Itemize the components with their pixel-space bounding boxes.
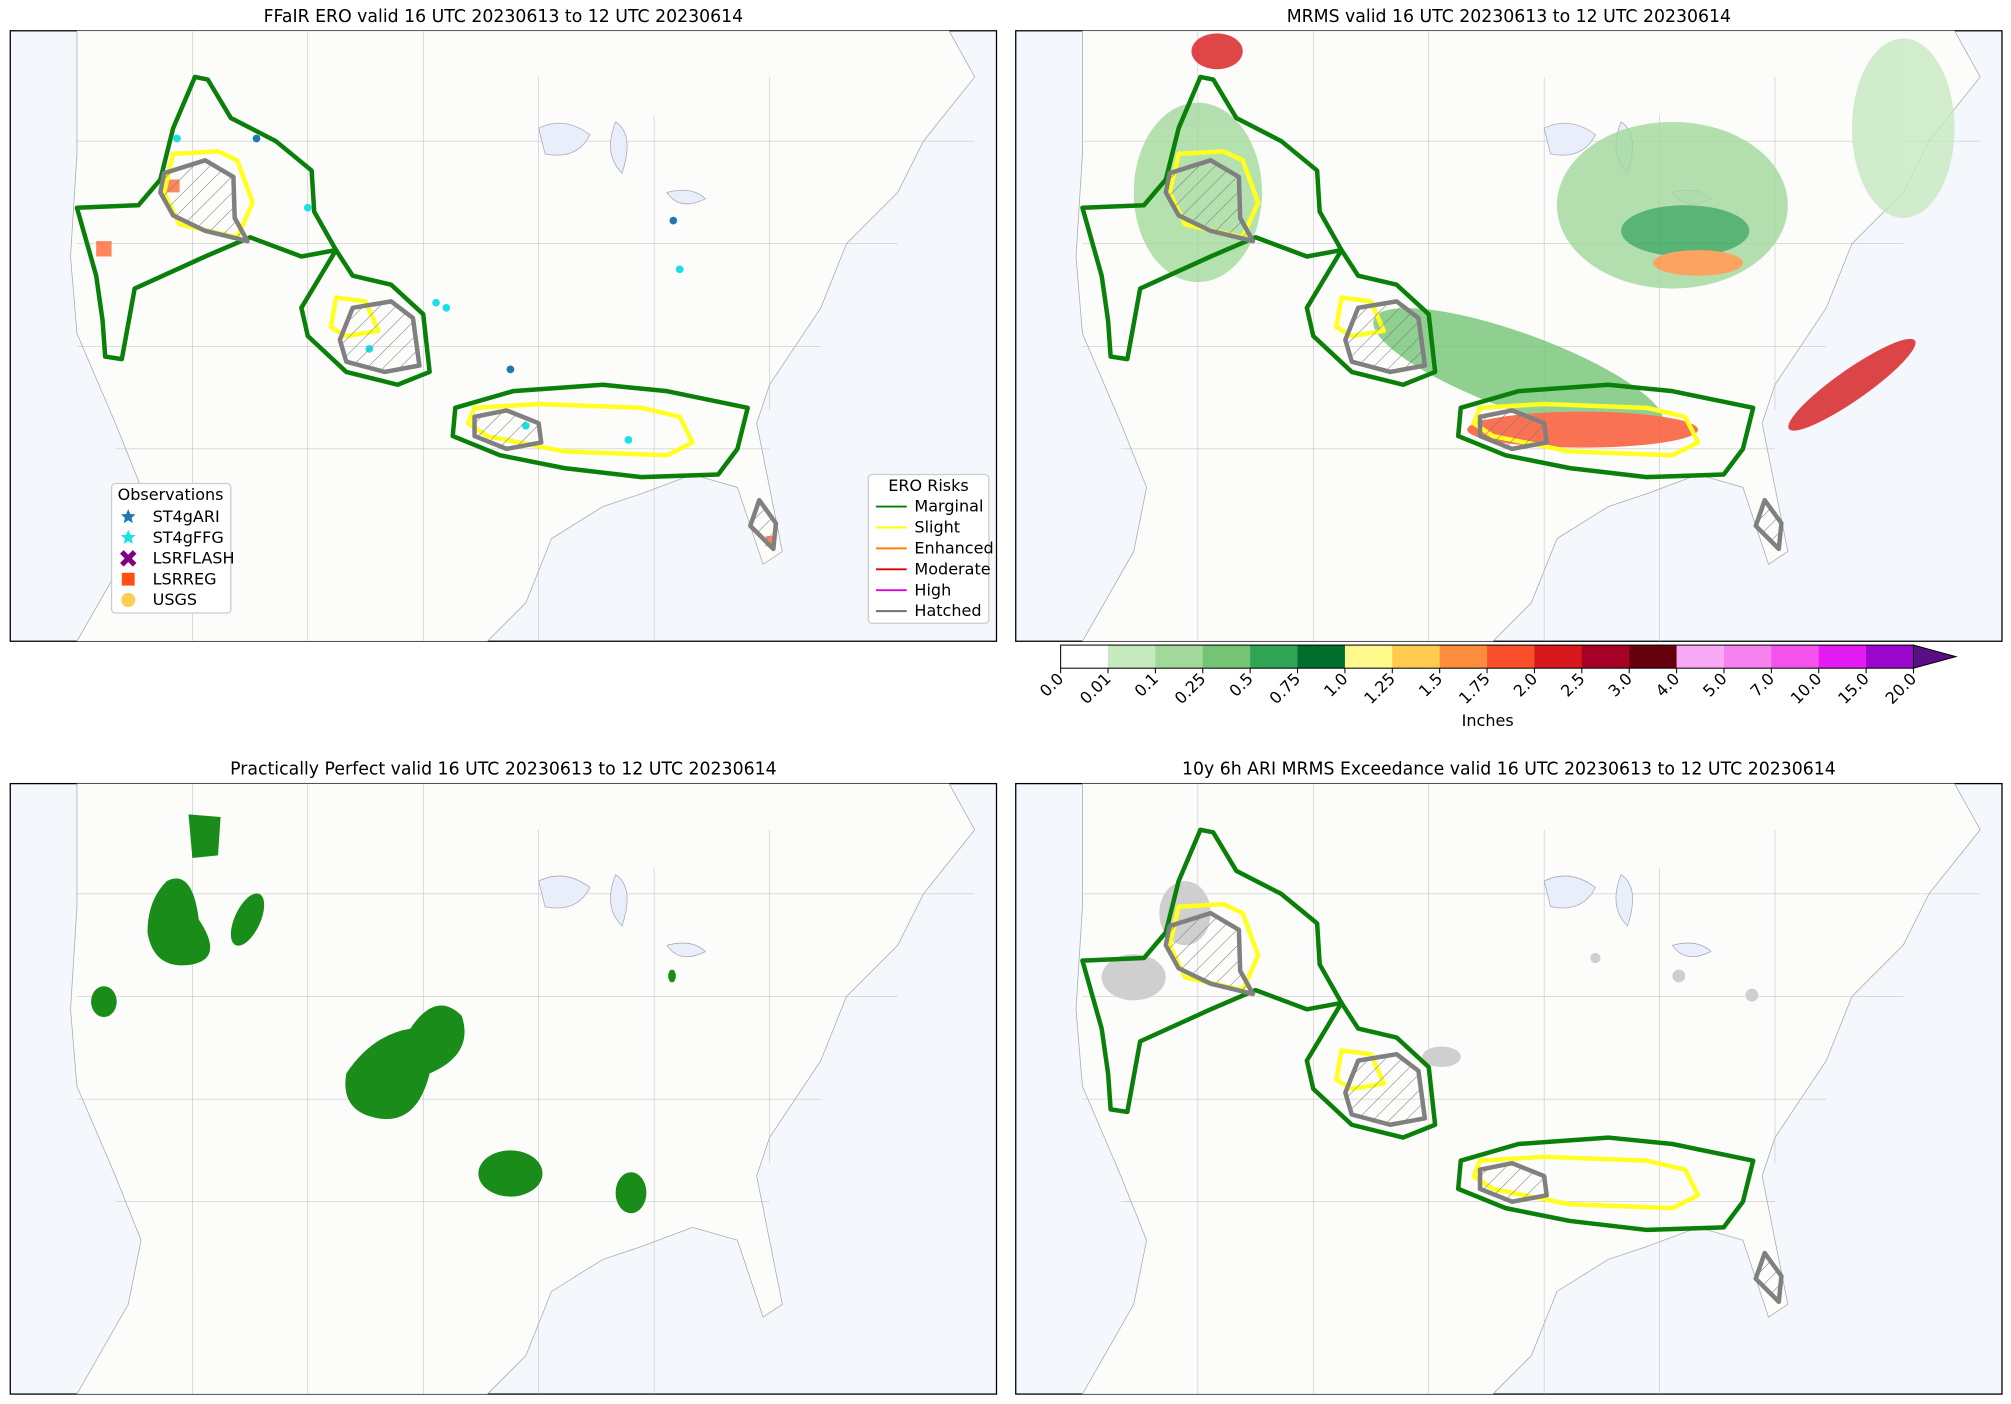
colorbar-label: Inches — [1462, 711, 1514, 730]
legend-marker — [121, 592, 136, 608]
observations-legend: Observations ST4gARI ST4gFFG LSRFLASHLSRRE… — [110, 482, 235, 614]
colorbar-segment — [1487, 645, 1535, 669]
colorbar-tick-label: 1.0 — [1320, 669, 1351, 700]
colorbar-tick-label: 0.5 — [1225, 669, 1256, 700]
colorbar-tick-label: 10.0 — [1787, 669, 1826, 708]
colorbar-segment — [1771, 645, 1820, 669]
colorbar-tick-label: 2.5 — [1557, 669, 1588, 700]
legend-label: LSRREG — [153, 569, 217, 588]
colorbar-tick-label: 1.25 — [1360, 669, 1399, 708]
legend-marker — [121, 572, 135, 586]
legend-title: ERO Risks — [888, 476, 968, 495]
colorbar-tick-label: 0.25 — [1171, 669, 1210, 708]
legend-label: LSRFLASH — [153, 549, 235, 568]
colorbar-segment — [1676, 645, 1725, 669]
ero-legend: ERO Risks Marginal Slight EnhancedModerate… — [867, 473, 994, 624]
colorbar-tick-label: 3.0 — [1604, 669, 1635, 700]
legend-title: Observations — [118, 485, 224, 504]
colorbar-segment — [1439, 645, 1488, 669]
panel-title: 10y 6h ARI MRMS Exceedance valid 16 UTC … — [1182, 760, 1836, 780]
legend-label: Moderate — [914, 559, 990, 578]
panel-ero — [10, 31, 996, 641]
colorbar-segment — [1534, 645, 1583, 669]
colorbar: Inches 0.0 0.01 0.1 0.25 0.5 0.75 1.0 1.25 1.5 1.… — [1036, 644, 1958, 730]
panel-ari — [1016, 784, 2002, 1394]
legend-label: Enhanced — [914, 539, 993, 558]
colorbar-segment — [1060, 645, 1109, 669]
legend-label: Slight — [914, 518, 960, 537]
panel-mrms — [1016, 31, 2002, 641]
legend-label: High — [914, 580, 951, 599]
colorbar-tick-label: 0.0 — [1036, 669, 1067, 700]
panels: FFaIR ERO valid 16 UTC 20230613 to 12 UT… — [10, 7, 2002, 1394]
colorbar-tick-label: 1.75 — [1455, 669, 1494, 708]
colorbar-segment — [1108, 645, 1156, 669]
colorbar-tick-label: 4.0 — [1652, 669, 1683, 700]
legend-label: ST4gARI — [153, 507, 220, 526]
colorbar-tick-label: 0.1 — [1131, 669, 1162, 700]
colorbar-segment — [1297, 645, 1346, 669]
colorbar-tick-label: 20.0 — [1882, 669, 1921, 708]
colorbar-tick-label: 2.0 — [1510, 669, 1541, 700]
colorbar-extend — [1912, 644, 1958, 669]
colorbar-segment — [1344, 645, 1393, 669]
colorbar-tick-label: 5.0 — [1699, 669, 1730, 700]
colorbar-tick-label: 1.5 — [1415, 669, 1446, 700]
colorbar-segment — [1723, 645, 1772, 669]
panel-title: MRMS valid 16 UTC 20230613 to 12 UTC 202… — [1287, 7, 1731, 27]
colorbar-tick-label: 0.75 — [1266, 669, 1305, 708]
colorbar-segment — [1202, 645, 1251, 669]
panel-title: Practically Perfect valid 16 UTC 2023061… — [230, 760, 776, 780]
colorbar-tick-label: 15.0 — [1834, 669, 1873, 708]
colorbar-segment — [1581, 645, 1630, 669]
colorbar-segment — [1629, 645, 1677, 669]
colorbar-segment — [1155, 645, 1204, 669]
colorbar-tick-label: 0.01 — [1076, 669, 1115, 708]
colorbar-tick-label: 7.0 — [1747, 669, 1778, 700]
legend-marker — [120, 509, 136, 524]
panel-pp — [10, 784, 996, 1394]
colorbar-segment — [1866, 645, 1914, 669]
panel-title: FFaIR ERO valid 16 UTC 20230613 to 12 UT… — [264, 7, 744, 27]
legend-label: Marginal — [914, 497, 983, 516]
colorbar-segment — [1250, 645, 1298, 669]
legend-marker — [120, 550, 137, 567]
legend-marker — [120, 529, 136, 544]
colorbar-segment — [1818, 645, 1867, 669]
legend-label: USGS — [153, 590, 197, 609]
colorbar-segment — [1392, 645, 1441, 669]
legend-label: Hatched — [914, 601, 981, 620]
legend-label: ST4gFFG — [153, 528, 224, 547]
